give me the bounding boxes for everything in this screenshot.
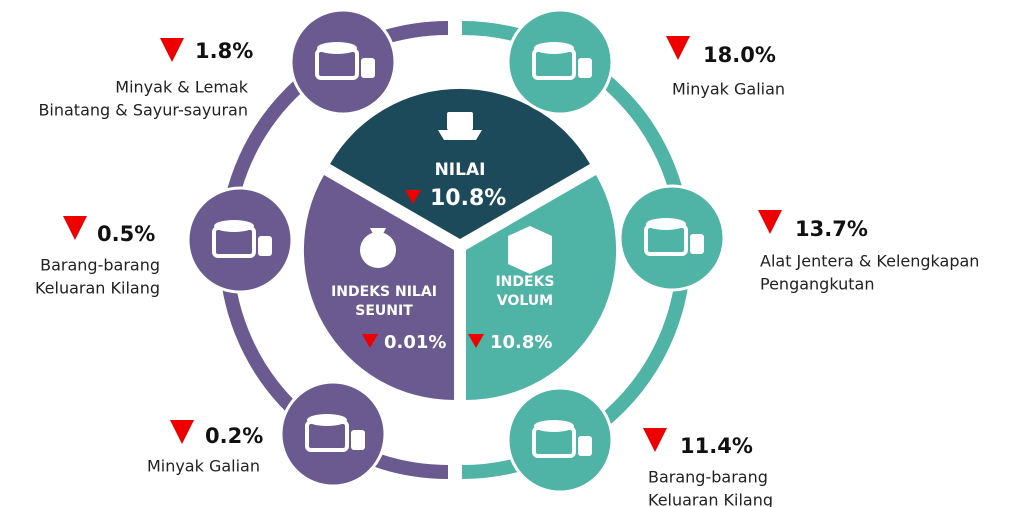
nilai-value: 10.8% <box>430 186 506 211</box>
node-circle <box>186 186 294 294</box>
volum-label: VOLUM <box>497 293 553 309</box>
slice-volum <box>466 175 617 401</box>
seunit-label: INDEKS NILAI <box>331 284 437 300</box>
item-label: Keluaran Kilang <box>35 279 160 298</box>
volum-value: 10.8% <box>490 332 552 353</box>
icon <box>258 236 272 256</box>
item-label: Alat Jentera & Kelengkapan <box>760 252 979 271</box>
icon <box>578 58 592 78</box>
item-value: 1.8% <box>195 39 253 63</box>
icon <box>351 430 365 450</box>
icon <box>644 224 688 256</box>
volum-label: INDEKS <box>495 274 554 290</box>
item-label: Pengangkutan <box>760 275 874 294</box>
down-arrow <box>468 334 484 348</box>
down-arrow <box>405 190 421 204</box>
seunit-value: 0.01% <box>384 332 446 353</box>
item-label: Keluaran Kilang <box>648 491 773 507</box>
icons-center <box>360 112 552 274</box>
item-label: Barang-barang <box>648 468 768 487</box>
icon <box>532 426 576 458</box>
item-value: 0.2% <box>205 424 263 448</box>
icon <box>305 420 349 452</box>
item-label: Binatang & Sayur-sayuran <box>38 101 248 120</box>
node-circle <box>618 184 726 292</box>
down-arrow <box>666 36 690 60</box>
seunit-label: SEUNIT <box>355 303 413 319</box>
icon <box>361 58 375 78</box>
item-label: Barang-barang <box>40 256 160 275</box>
down-arrow <box>758 210 782 234</box>
icon <box>212 226 256 258</box>
down-arrow <box>362 334 378 348</box>
icon <box>690 234 704 254</box>
item-value: 11.4% <box>680 434 753 458</box>
down-arrow <box>170 420 194 444</box>
icon <box>315 48 359 80</box>
node-circle <box>289 8 397 116</box>
down-arrow <box>160 38 184 62</box>
icon <box>578 436 592 456</box>
node-circle <box>506 386 614 494</box>
item-value: 18.0% <box>703 43 776 67</box>
item-label: Minyak Galian <box>672 80 785 99</box>
node-circle <box>279 380 387 488</box>
down-arrow <box>643 428 667 452</box>
icon <box>532 48 576 80</box>
slice-nilai <box>330 88 590 239</box>
down-arrow <box>63 216 87 240</box>
item-label: Minyak Galian <box>147 457 260 476</box>
item-label: Minyak & Lemak <box>115 78 248 97</box>
item-value: 0.5% <box>97 222 155 246</box>
item-value: 13.7% <box>795 217 868 241</box>
slice-seunit <box>303 175 454 401</box>
nilai-label: NILAI <box>435 160 486 180</box>
node-circle <box>506 8 614 116</box>
